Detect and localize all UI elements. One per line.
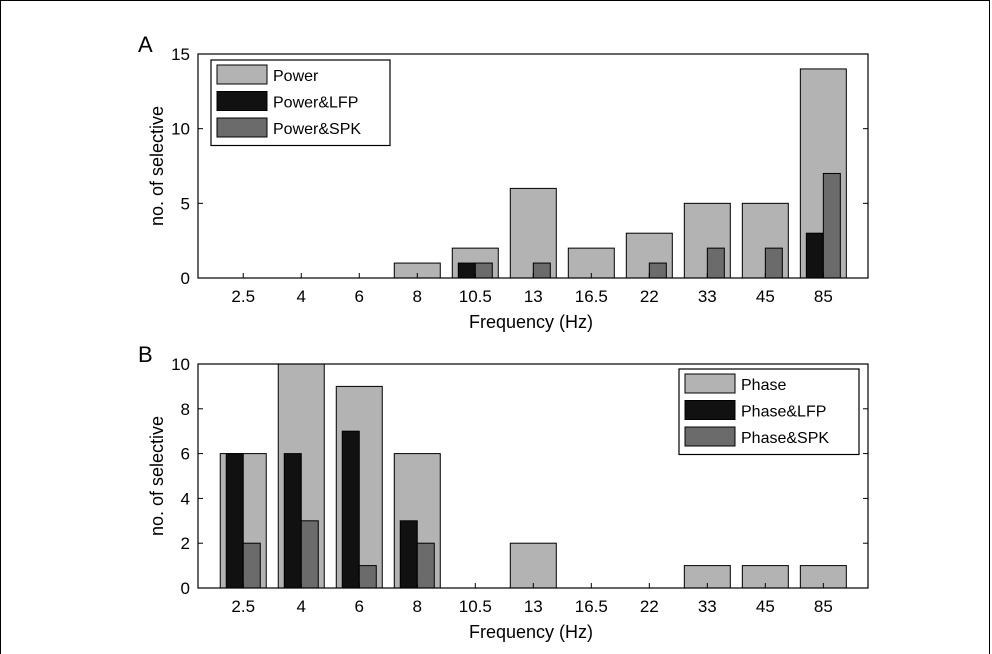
p1-x-tick-label: 22 bbox=[640, 597, 659, 616]
p1-legend-entry-2: Phase&SPK bbox=[741, 430, 829, 447]
p1-y-tick-label: 8 bbox=[181, 400, 190, 419]
p0-x-tick-label: 6 bbox=[355, 287, 364, 306]
p1-x-axis-label: Frequency (Hz) bbox=[469, 622, 593, 642]
p1-x-tick-label: 33 bbox=[698, 597, 717, 616]
p1-bar-phase-lfp-0 bbox=[225, 453, 244, 589]
p1-legend-swatch-1 bbox=[684, 400, 736, 420]
p1-x-tick-label: 45 bbox=[756, 597, 775, 616]
p0-x-tick-label: 85 bbox=[814, 287, 833, 306]
p1-legend-entry-0: Phase bbox=[741, 377, 786, 394]
p0-bar-power-lfp-10 bbox=[805, 232, 824, 279]
p1-legend-swatch-0 bbox=[684, 373, 736, 394]
p1-y-tick-label: 0 bbox=[181, 579, 190, 598]
p1-bar-phase-spk-3 bbox=[416, 542, 435, 589]
p1-x-tick-label: 6 bbox=[355, 597, 364, 616]
p1-legend-swatch-2 bbox=[684, 426, 736, 447]
p1-bar-phase-lfp-3 bbox=[399, 520, 418, 589]
p1-y-tick-label: 2 bbox=[181, 534, 190, 553]
p1-legend-entry-1: Phase&LFP bbox=[741, 404, 826, 421]
p0-bar-power-spk-5 bbox=[532, 262, 551, 279]
p0-x-tick-label: 45 bbox=[756, 287, 775, 306]
p0-legend-swatch-1 bbox=[216, 91, 268, 111]
p0-panel-label: A bbox=[138, 32, 153, 57]
p0-y-axis-label: no. of selective bbox=[147, 106, 167, 226]
p1-x-tick-label: 10.5 bbox=[459, 597, 492, 616]
p1-y-tick-label: 4 bbox=[181, 489, 190, 508]
p0-legend-swatch-0 bbox=[216, 64, 268, 85]
p1-bar-phase-spk-2 bbox=[358, 565, 377, 589]
p0-legend-entry-2: Power&SPK bbox=[273, 121, 361, 138]
p0-x-tick-label: 16.5 bbox=[575, 287, 608, 306]
p0-bar-power-spk-9 bbox=[764, 247, 783, 279]
p1-axes-box bbox=[197, 363, 869, 589]
p0-x-tick-label: 22 bbox=[640, 287, 659, 306]
p0-bar-power-spk-8 bbox=[706, 247, 725, 279]
p0-x-axis-label: Frequency (Hz) bbox=[469, 312, 593, 332]
p1-x-tick-label: 4 bbox=[297, 597, 306, 616]
p0-bar-power-spk-7 bbox=[648, 262, 667, 279]
p0-x-tick-label: 10.5 bbox=[459, 287, 492, 306]
p1-y-tick-label: 10 bbox=[171, 355, 190, 374]
p1-panel-label: B bbox=[138, 342, 153, 367]
p0-legend-entry-0: Power bbox=[273, 68, 319, 85]
p0-x-tick-label: 4 bbox=[297, 287, 306, 306]
p1-bar-phase-lfp-1 bbox=[283, 453, 302, 589]
p1-x-tick-label: 8 bbox=[413, 597, 422, 616]
p1-y-axis-label: no. of selective bbox=[147, 416, 167, 536]
p1-bar-phase-5 bbox=[509, 542, 557, 589]
p0-legend-swatch-2 bbox=[216, 117, 268, 138]
p0-x-tick-label: 2.5 bbox=[231, 287, 255, 306]
p1-bar-phase-spk-1 bbox=[300, 520, 319, 589]
p1-y-tick-label: 6 bbox=[181, 445, 190, 464]
p0-axes-box bbox=[197, 53, 869, 279]
p0-y-tick-label: 5 bbox=[181, 194, 190, 213]
p1-x-tick-label: 16.5 bbox=[575, 597, 608, 616]
p0-y-tick-label: 15 bbox=[171, 45, 190, 64]
p0-y-tick-label: 10 bbox=[171, 120, 190, 139]
p1-x-tick-label: 85 bbox=[814, 597, 833, 616]
p0-bar-power-spk-10 bbox=[822, 172, 841, 279]
p0-x-tick-label: 13 bbox=[524, 287, 543, 306]
p0-x-tick-label: 33 bbox=[698, 287, 717, 306]
p0-bar-power-spk-4 bbox=[474, 262, 493, 279]
p1-bar-phase-spk-0 bbox=[242, 542, 261, 589]
p0-legend-entry-1: Power&LFP bbox=[273, 95, 358, 112]
p0-bar-power-lfp-4 bbox=[457, 262, 476, 279]
p1-x-tick-label: 13 bbox=[524, 597, 543, 616]
p1-x-tick-label: 2.5 bbox=[231, 597, 255, 616]
p1-bar-phase-lfp-2 bbox=[341, 430, 360, 589]
p0-y-tick-label: 0 bbox=[181, 269, 190, 288]
p0-x-tick-label: 8 bbox=[413, 287, 422, 306]
